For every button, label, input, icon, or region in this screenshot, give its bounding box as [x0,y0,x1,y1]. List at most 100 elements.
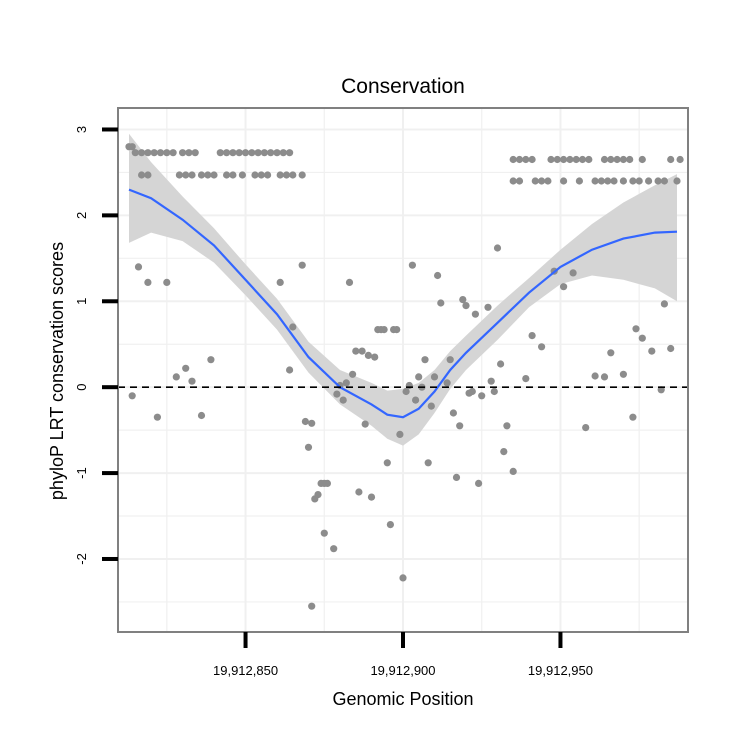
data-point [393,326,401,334]
data-point [134,263,143,271]
data-point [430,373,439,381]
data-point [528,332,536,340]
data-point [528,155,536,164]
data-point [257,171,265,179]
data-point [654,177,662,185]
data-point [323,479,331,487]
data-point [600,155,609,164]
data-point [569,269,577,277]
data-point [254,149,262,157]
grid-lines [118,108,688,632]
data-point [648,347,656,355]
data-point [188,171,196,179]
data-point [169,149,177,157]
data-point [604,177,612,185]
data-point [251,171,259,179]
data-point [509,155,517,164]
data-point [607,155,615,164]
data-point [138,171,146,179]
data-point [462,302,470,310]
data-point [345,278,354,286]
data-point [638,334,646,342]
data-point [578,155,587,164]
data-point [497,360,505,368]
data-point [424,459,432,467]
data-point [607,349,615,357]
data-point [216,149,224,157]
data-point [673,177,681,185]
data-point [515,155,524,164]
data-point [600,373,609,381]
data-point [443,379,451,387]
x-tick-label: 19,912,850 [213,663,278,678]
data-point [597,177,606,185]
y-tick-label: -2 [74,553,89,565]
data-point [490,387,498,396]
data-point [437,299,445,307]
data-point [471,310,479,318]
data-point [383,459,391,467]
y-axis-label: phyloP LRT conservation scores [47,242,67,500]
data-point [197,411,206,420]
data-point [405,381,413,390]
data-point [522,375,530,383]
data-point [355,488,363,496]
data-point [626,155,634,164]
data-point [314,491,322,499]
data-point [330,545,338,553]
data-point [301,417,309,426]
data-point [339,396,347,404]
data-point [531,177,539,185]
y-tick-label: 0 [74,384,89,391]
data-point [560,155,568,164]
data-point [660,300,669,308]
data-point [629,177,637,185]
data-point [210,171,218,179]
data-point [459,296,467,304]
data-point [522,155,530,164]
data-point [172,373,180,381]
smooth-line [128,188,678,419]
data-point [582,424,590,432]
data-point [273,149,281,157]
data-point [286,149,294,157]
data-point [289,171,297,179]
data-point [380,326,388,334]
y-tick-label: 1 [74,298,89,305]
data-point [635,177,643,185]
data-point [585,155,593,164]
data-point [371,353,379,361]
data-point [493,244,502,252]
data-point [276,278,284,286]
data-point [308,419,316,427]
data-point [386,521,394,529]
data-point [144,278,152,286]
data-point [358,347,366,355]
data-point [282,171,291,179]
data-point [185,149,193,157]
data-point [179,149,187,157]
scatter-points [125,143,684,610]
data-point [645,177,653,185]
data-point [560,177,568,185]
data-point [509,467,517,475]
data-point [153,413,161,421]
data-point [667,344,675,353]
data-point [204,171,212,179]
data-point [575,177,584,185]
data-point [131,149,139,157]
data-point [434,271,442,280]
data-point [333,390,341,398]
data-point [632,325,640,333]
data-point [238,171,246,179]
data-point [349,370,357,378]
x-axis-label: Genomic Position [332,689,473,709]
x-tick-label: 19,912,900 [370,663,435,678]
data-point [446,356,454,364]
data-point [478,392,486,400]
plot-area: 19,912,850 19,912,900 19,912,950 -2 -1 0 1 2 3 [74,107,689,678]
data-point [538,177,546,185]
y-tick-label: -1 [74,467,89,479]
